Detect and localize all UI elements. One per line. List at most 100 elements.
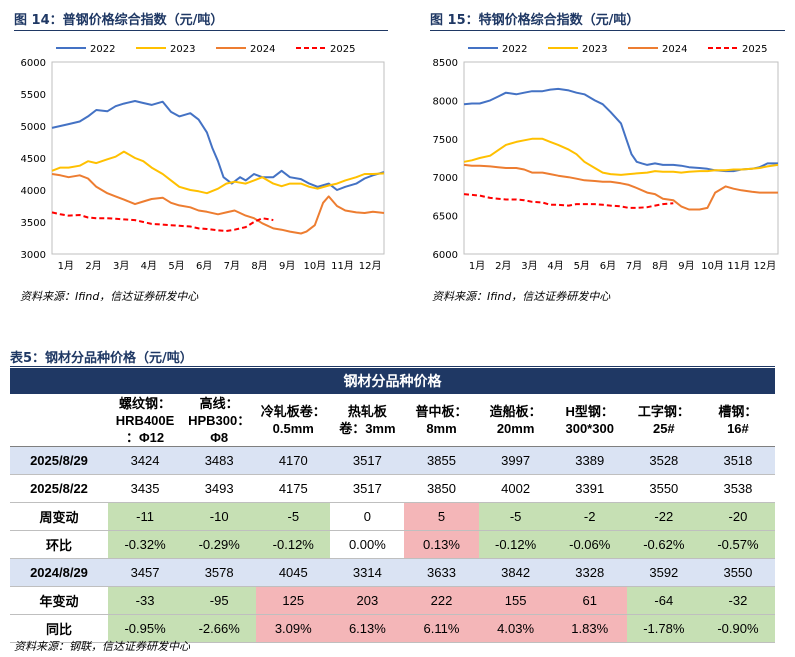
column-header-line: 8mm	[426, 421, 457, 436]
column-header-line: 热轧板	[347, 404, 387, 419]
column-header-line: 300*300	[565, 421, 614, 436]
table-cell: 3493	[182, 474, 257, 503]
table-cell: -0.06%	[552, 530, 627, 559]
fig15-title: 图 15：特钢价格综合指数（元/吨）	[430, 13, 640, 28]
fig15-title-rule	[430, 30, 785, 31]
fig14-ytick-6: 6000	[21, 58, 46, 69]
table-cell: 3550	[626, 474, 701, 503]
fig15-series-2025	[463, 193, 674, 209]
table-cell: 3391	[552, 474, 627, 503]
table-cell: -64	[626, 586, 701, 615]
row-label: 周变动	[10, 502, 108, 531]
table-cell: -2	[552, 502, 627, 531]
column-header-8: 槽钢： 16#	[700, 394, 775, 447]
fig15-ytick-3: 7500	[433, 135, 458, 146]
fig15-xtick-10: 11月	[727, 260, 750, 272]
fig14-xtick-11: 12月	[359, 260, 382, 272]
column-header-line: 工字钢：	[637, 404, 690, 419]
table-cell: 3328	[552, 558, 627, 587]
column-header-line: 造船板：	[489, 404, 542, 419]
table-cell: 0.13%	[404, 530, 479, 559]
column-header-line: 槽钢：	[718, 404, 758, 419]
column-header-2: 冷轧板卷： 0.5mm	[256, 394, 331, 447]
column-header-line: HRB400E	[115, 412, 175, 428]
table-cell: 3389	[552, 446, 627, 475]
table-cell: 6.13%	[330, 614, 405, 643]
fig15-series-2022	[463, 87, 778, 173]
column-header-3: 热轧板卷：3mm	[330, 394, 405, 447]
fig15-chart: 6000 6500 7000 7500 8000 8500 1月 2月 3月 4月 5月 6月 7月 8月…	[433, 44, 779, 272]
table-cell: 3528	[626, 446, 701, 475]
table-cell: 4175	[256, 474, 331, 503]
fig15-xtick-6: 7月	[626, 260, 642, 272]
fig14-ytick-1: 3500	[21, 218, 46, 229]
row-label: 年变动	[10, 586, 108, 615]
table-cell: 61	[552, 586, 627, 615]
fig14-xtick-10: 11月	[331, 260, 354, 272]
table-cell: -2.66%	[182, 614, 257, 643]
table-cell: 3517	[330, 446, 405, 475]
table-cell: 3457	[108, 558, 183, 587]
column-header-1: 高线： HPB300： Φ8	[182, 394, 257, 447]
table-cell: -11	[108, 502, 183, 531]
table-row: 2024/8/29 3457 3578 4045 3314 3633 3842 3328 359…	[10, 558, 775, 587]
fig15-plot-frame	[463, 61, 779, 255]
fig14-legend-label-2022: 2022	[90, 44, 115, 55]
fig15-ytick-2: 7000	[433, 173, 458, 184]
fig14-title-rule	[14, 30, 388, 31]
fig14-plot-frame	[51, 61, 385, 255]
fig14-xtick-8: 9月	[279, 260, 295, 272]
table-banner: 钢材分品种价格	[343, 373, 442, 389]
fig15-xtick-8: 9月	[678, 260, 694, 272]
table-cell: 3850	[404, 474, 479, 503]
table-title-rule	[10, 366, 775, 367]
fig14-ytick-3: 4500	[21, 154, 46, 165]
table-cell: 125	[256, 586, 331, 615]
fig15-legend-label-2024: 2024	[662, 44, 687, 55]
fig14-series-2022	[51, 100, 385, 191]
table-cell: 3424	[108, 446, 183, 475]
fig15-xtick-5: 6月	[600, 260, 616, 272]
table-cell: -0.12%	[256, 530, 331, 559]
fig14-xtick-4: 5月	[168, 260, 184, 272]
fig14-xtick-0: 1月	[58, 260, 74, 272]
column-header-line: ：Φ12	[125, 429, 165, 445]
table-cell: 3578	[182, 558, 257, 587]
fig15-series-2024	[463, 163, 778, 211]
table-cell: -0.62%	[626, 530, 701, 559]
fig14-legend-label-2025: 2025	[330, 44, 355, 55]
table-cell: 4002	[478, 474, 553, 503]
column-header-line: H型钢：	[565, 404, 614, 419]
table-cell: -5	[256, 502, 331, 531]
fig14-xtick-1: 2月	[85, 260, 101, 272]
fig15-xtick-7: 8月	[652, 260, 668, 272]
table-cell: 3483	[182, 446, 257, 475]
fig14-ytick-4: 5000	[21, 122, 46, 133]
column-header-line: Φ8	[210, 429, 229, 445]
table-cell: -20	[700, 502, 775, 531]
table-cell: -0.32%	[108, 530, 183, 559]
table-cell: 4.03%	[478, 614, 553, 643]
fig15-xtick-0: 1月	[469, 260, 485, 272]
table-cell: -5	[478, 502, 553, 531]
column-header-line: 20mm	[496, 421, 535, 436]
fig15-xtick-4: 5月	[574, 260, 590, 272]
table-cell: 3.09%	[256, 614, 331, 643]
fig15-ytick-4: 8000	[433, 96, 458, 107]
fig14-series-2023	[51, 150, 385, 195]
column-header-line: 25#	[652, 421, 675, 436]
fig15-series-2023	[463, 137, 779, 176]
table-cell: 3997	[478, 446, 553, 475]
fig14-ytick-0: 3000	[21, 250, 46, 261]
table-cell: 222	[404, 586, 479, 615]
table-cell: -95	[182, 586, 257, 615]
column-header-line: 卷：3mm	[339, 421, 396, 436]
table-cell: 3314	[330, 558, 405, 587]
steel-price-table: 钢材分品种价格 螺纹钢： HRB400E ：Φ12 高线： HPB300： Φ8 冷轧板卷：…	[10, 368, 775, 643]
table-cell: -0.12%	[478, 530, 553, 559]
table-cell: 0.00%	[330, 530, 405, 559]
table-cell: -0.29%	[182, 530, 257, 559]
fig14-xtick-3: 4月	[141, 260, 157, 272]
fig15-ytick-0: 6000	[433, 250, 458, 261]
table-cell: -22	[626, 502, 701, 531]
